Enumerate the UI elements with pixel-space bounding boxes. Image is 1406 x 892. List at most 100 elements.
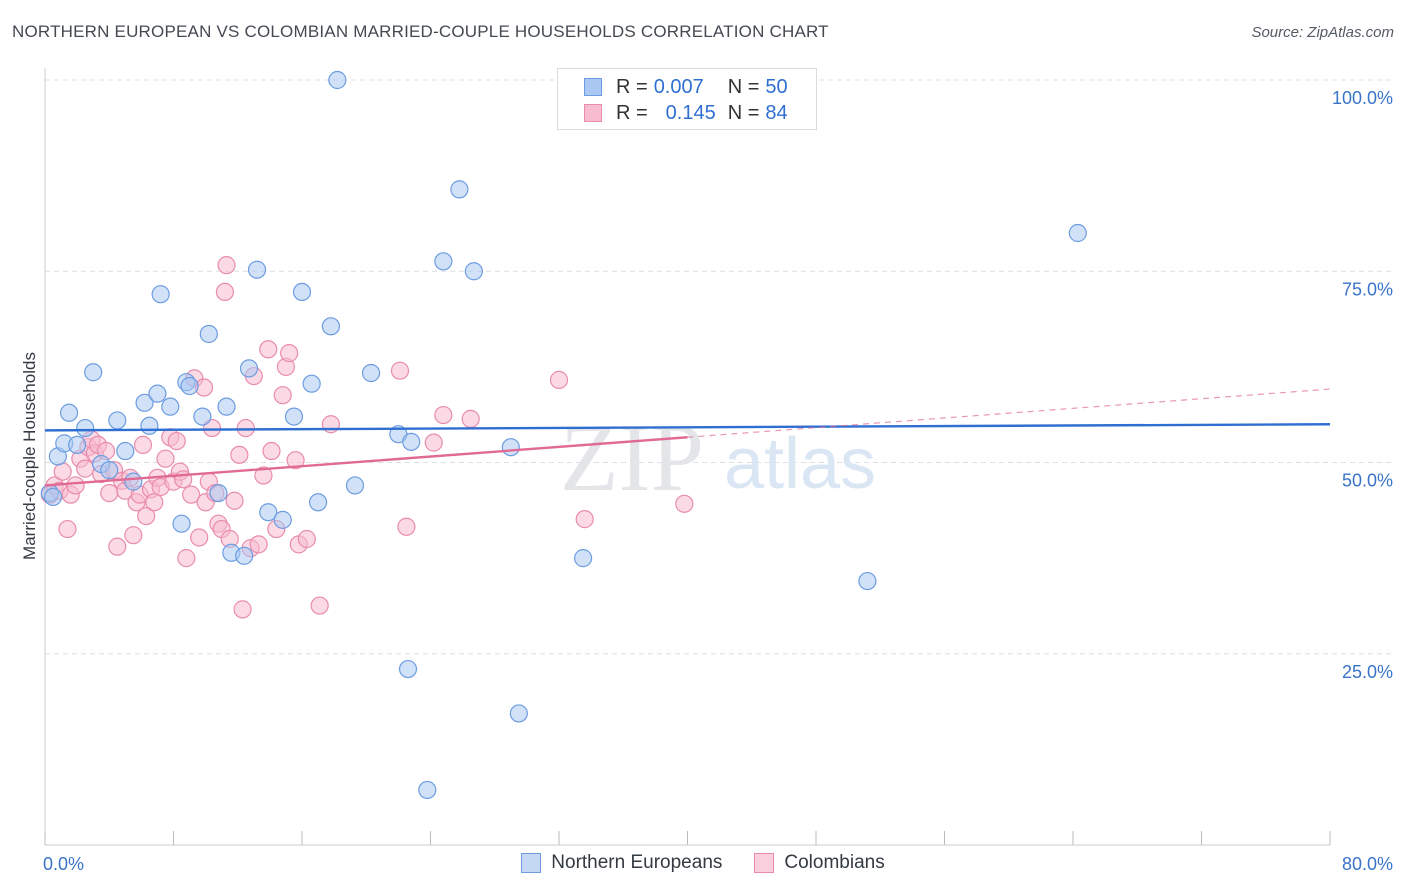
n-value: 84 xyxy=(765,101,788,124)
northern-european-point xyxy=(345,476,365,495)
northern-european-point xyxy=(361,363,381,383)
legend-label: Northern Europeans xyxy=(551,852,723,873)
x-tick-labels: 0.0% 80.0% xyxy=(43,854,1393,874)
colombian-point xyxy=(225,491,244,510)
legend-swatch-pink xyxy=(754,853,775,873)
y-axis-title: Married-couple Households xyxy=(20,352,39,560)
northern-european-point xyxy=(247,260,267,279)
colombian-point xyxy=(167,431,186,451)
colombian-point xyxy=(259,340,278,359)
northern-european-point xyxy=(193,407,212,426)
northern-european-point xyxy=(509,704,528,723)
colombian-point xyxy=(177,549,196,568)
northern-european-point xyxy=(259,503,278,522)
northern-european-point xyxy=(180,376,199,396)
northern-european-point xyxy=(434,252,453,271)
northern-european-point xyxy=(308,493,328,512)
colombian-point xyxy=(156,449,175,468)
northern-european-point xyxy=(124,472,143,491)
y-tick-label: 25.0% xyxy=(1342,662,1393,682)
legend-swatch-pink xyxy=(584,104,602,122)
northern-european-point xyxy=(418,780,437,800)
n-label: N = xyxy=(727,75,760,98)
colombian-point xyxy=(262,441,281,461)
colombian-point xyxy=(53,462,72,481)
legend-item-northern-europeans: Northern Europeans xyxy=(521,852,722,874)
trend-line-extension xyxy=(687,388,1331,438)
colombian-point xyxy=(133,435,153,455)
x-tick-label: 80.0% xyxy=(1342,854,1393,874)
northern-european-point xyxy=(573,549,593,568)
northern-european-point xyxy=(302,374,321,393)
legend-item-colombians: Colombians xyxy=(754,852,885,874)
colombian-point xyxy=(182,485,201,504)
trend-lines xyxy=(44,388,1331,487)
northern-european-point xyxy=(76,418,95,438)
northern-european-point xyxy=(68,435,87,455)
r-label: R = xyxy=(616,101,648,124)
colombian-point xyxy=(230,445,249,464)
y-tick-labels: 25.0% 50.0% 75.0% 100.0% xyxy=(1332,88,1393,682)
northern-european-point xyxy=(135,393,154,412)
northern-european-point xyxy=(140,416,159,435)
y-tick-label: 50.0% xyxy=(1342,471,1393,491)
northern-european-point xyxy=(273,510,292,529)
colombian-point xyxy=(215,282,234,302)
northern-european-point xyxy=(148,384,167,403)
northern-european-point xyxy=(328,70,347,90)
colombian-point xyxy=(434,405,453,425)
stats-legend: R = 0.007 N = 50 R = 0.145 N = 84 xyxy=(557,68,817,130)
northern-european-point xyxy=(43,487,63,507)
colombian-point xyxy=(58,519,77,539)
northern-european-point xyxy=(217,397,236,416)
colombian-point xyxy=(76,459,95,478)
colombian-point xyxy=(124,526,143,545)
watermark-atlas: atlas xyxy=(724,424,876,504)
stats-legend-row-colombian: R = 0.145 N = 84 xyxy=(584,101,788,125)
colombian-point xyxy=(249,535,268,554)
northern-european-point xyxy=(292,282,312,302)
legend-swatch-blue xyxy=(584,78,602,96)
northern-european-point xyxy=(199,324,218,344)
colombian-point xyxy=(100,484,119,503)
colombian-point xyxy=(174,470,193,489)
watermark: ZIP atlas xyxy=(560,404,876,511)
colombian-point xyxy=(424,433,443,452)
northern-european-point xyxy=(501,438,520,457)
northern-european-point xyxy=(235,546,254,565)
colombian-point xyxy=(280,344,299,363)
northern-european-point xyxy=(151,285,170,304)
colombian-point xyxy=(297,529,316,549)
colombian-point xyxy=(236,418,255,438)
colombian-point xyxy=(108,537,127,556)
trend-line xyxy=(44,423,1331,432)
colombian-point xyxy=(461,409,480,428)
colombian-point xyxy=(217,256,236,275)
northern-european-point xyxy=(402,432,421,451)
northern-european-point xyxy=(321,317,341,336)
x-tick-label: 0.0% xyxy=(43,854,84,874)
colombian-point xyxy=(145,493,164,512)
colombian-point xyxy=(310,596,329,615)
northern-european-point xyxy=(239,359,259,378)
northern-european-point xyxy=(100,461,119,480)
y-tick-label: 75.0% xyxy=(1342,279,1393,299)
colombian-point xyxy=(549,370,569,389)
colombian-point xyxy=(390,361,410,380)
legend-swatch-blue xyxy=(521,853,542,873)
northern-european-point xyxy=(161,397,180,416)
series-legend: Northern Europeans Colombians xyxy=(0,852,1406,874)
northern-european-point xyxy=(284,407,304,426)
colombian-point xyxy=(190,528,209,547)
northern-european-point xyxy=(116,441,135,461)
northern-european-point xyxy=(858,571,877,591)
data-points xyxy=(40,70,1087,800)
colombian-point xyxy=(273,386,292,405)
watermark-zip: ZIP xyxy=(560,404,704,511)
northern-european-point xyxy=(84,363,103,382)
colombian-point xyxy=(66,476,85,495)
northern-european-point xyxy=(1068,223,1087,243)
colombian-point xyxy=(233,600,252,619)
n-value: 50 xyxy=(765,75,788,98)
